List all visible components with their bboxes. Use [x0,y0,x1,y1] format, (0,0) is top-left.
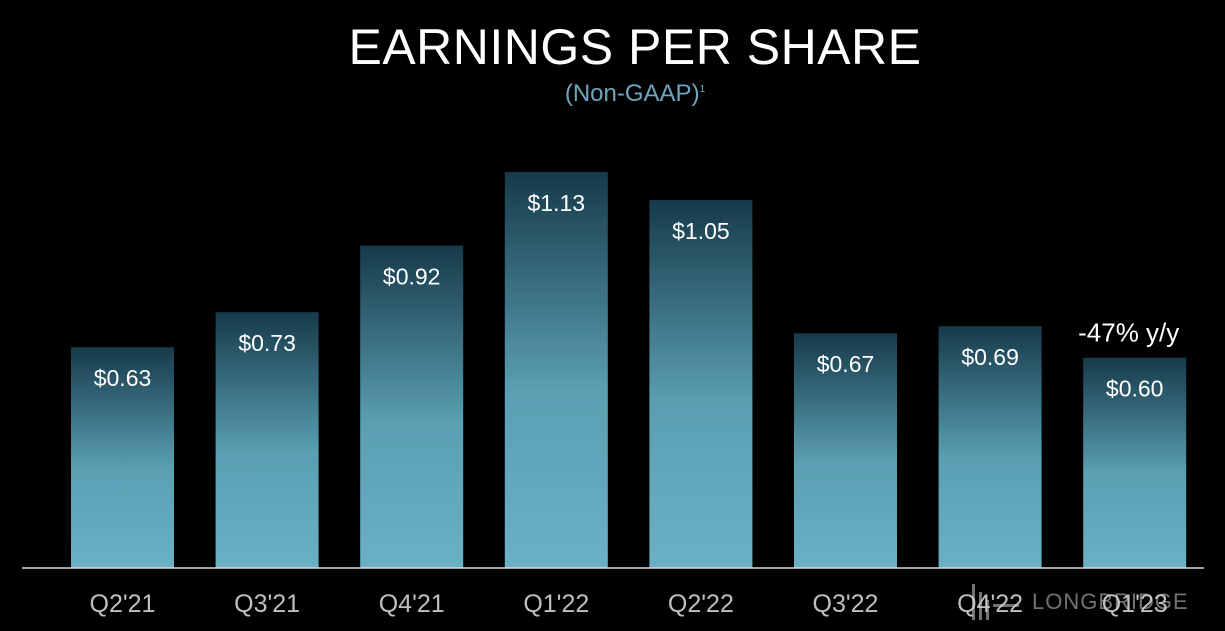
watermark: LONGBRIDGE [968,578,1189,626]
bar-Q222 [649,200,753,568]
chart-title: EARNINGS PER SHARE [348,19,922,75]
bar-Q221 [71,347,174,568]
x-tick-label: Q1'23 [1102,590,1168,618]
bar-Q123 [1083,357,1187,568]
x-tick-label: Q2'21 [90,590,156,618]
bars-group [71,172,1187,568]
x-tick-label: Q2'22 [668,590,734,618]
data-label: $0.92 [383,264,441,290]
bar-Q122 [504,172,608,568]
data-label: $1.05 [672,218,730,244]
watermark-text: LONGBRIDGE [1032,589,1189,614]
x-tick-label: Q1'22 [523,590,589,618]
data-label: $0.67 [817,351,875,377]
data-label: $0.69 [961,344,1019,370]
x-tick-label: Q3'21 [234,590,300,618]
x-tick-label: Q4'21 [379,590,445,618]
bar-Q422 [938,326,1042,568]
chart-subtitle: (Non-GAAP)1 [0,80,1225,108]
bar-Q421 [360,245,464,568]
data-label: $0.73 [238,330,296,356]
labels-group: $0.63 Q2'21 $0.73 Q3'21 $0.92 Q4'21 $1.13 Q1'22… [90,190,1180,618]
data-label: $1.13 [528,190,586,216]
chart-subtitle-text: (Non-GAAP) [564,80,700,107]
footnote-marker: 1 [699,84,706,95]
bar-Q321 [215,312,319,568]
data-label: $0.63 [94,365,152,391]
data-label: $0.60 [1106,376,1164,402]
watermark-logo-icon [972,584,1019,620]
yoy-annotation: -47% y/y [1078,318,1179,348]
bar-Q322 [794,333,897,568]
x-tick-label: Q3'22 [813,590,879,618]
